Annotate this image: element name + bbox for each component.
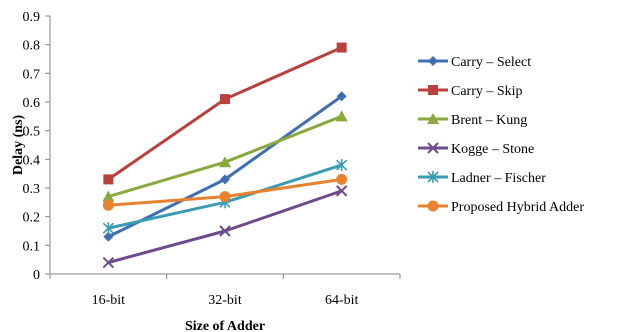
x-tick-label: 16-bit xyxy=(92,293,126,308)
data-point-marker xyxy=(102,222,114,235)
y-tick-label: 0.6 xyxy=(23,96,41,111)
data-point-marker xyxy=(102,199,114,211)
legend-swatch-marker xyxy=(428,85,438,95)
series-3 xyxy=(102,185,348,269)
data-point-marker xyxy=(102,256,115,269)
data-point-marker xyxy=(103,174,114,185)
series-2 xyxy=(102,110,348,202)
legend-item: Carry – Select xyxy=(418,55,531,70)
legend-swatch-marker xyxy=(428,56,438,66)
data-point-marker xyxy=(102,190,115,202)
series-4 xyxy=(102,159,348,235)
legend-item: Carry – Skip xyxy=(418,84,523,99)
legend: Carry – Select Carry – Skip Brent – Kung Ko… xyxy=(418,55,584,215)
legend-label: Kogge – Stone xyxy=(451,142,534,157)
legend-label: Brent – Kung xyxy=(451,113,527,128)
y-tick-label: 0.3 xyxy=(23,182,41,197)
y-tick-label: 0.4 xyxy=(23,153,41,168)
y-tick-label: 0.1 xyxy=(23,239,41,254)
x-axis-ticks: 16-bit 32-bit 64-bit xyxy=(49,274,401,308)
legend-label: Carry – Skip xyxy=(451,84,523,99)
legend-item: Kogge – Stone xyxy=(418,142,534,157)
legend-label: Carry – Select xyxy=(451,55,531,70)
data-point-marker xyxy=(335,185,348,197)
data-point-marker xyxy=(103,231,114,242)
x-axis-title: Size of Adder xyxy=(185,319,265,332)
data-point-marker xyxy=(220,174,230,185)
legend-item: Ladner – Fischer xyxy=(418,171,546,186)
legend-swatch-marker xyxy=(427,200,439,212)
axes xyxy=(49,16,400,275)
y-tick-label: 0 xyxy=(33,268,40,283)
legend-item: Proposed Hybrid Adder xyxy=(418,200,584,215)
series-layer xyxy=(102,42,348,269)
data-point-marker xyxy=(219,225,231,237)
legend-swatch-marker xyxy=(427,142,439,154)
y-tick-label: 0.2 xyxy=(23,211,41,226)
data-point-marker xyxy=(220,94,230,105)
y-tick-label: 0.8 xyxy=(23,39,41,54)
data-point-marker xyxy=(336,159,348,172)
x-tick-label: 32-bit xyxy=(208,293,242,308)
legend-item: Brent – Kung xyxy=(418,113,527,128)
x-tick-label: 64-bit xyxy=(325,293,359,308)
y-tick-label: 0.5 xyxy=(23,125,41,140)
series-0 xyxy=(103,91,347,242)
series-1 xyxy=(103,42,347,185)
y-tick-label: 0.7 xyxy=(23,67,41,82)
y-tick-label: 0.9 xyxy=(23,10,41,25)
data-point-marker xyxy=(336,91,347,102)
legend-swatch-marker xyxy=(427,113,439,124)
data-point-marker xyxy=(335,110,348,122)
legend-swatch-marker xyxy=(427,171,439,183)
legend-label: Proposed Hybrid Adder xyxy=(451,200,584,215)
y-axis-title: Delay (ns) xyxy=(11,115,26,176)
data-point-marker xyxy=(336,173,348,185)
y-axis-ticks: 0 0.1 0.2 0.3 0.4 0.5 0.6 0.7 0.8 0.9 xyxy=(23,10,50,283)
data-point-marker xyxy=(336,42,347,53)
data-point-marker xyxy=(219,156,231,168)
legend-label: Ladner – Fischer xyxy=(451,171,546,186)
series-5 xyxy=(102,173,348,211)
data-point-marker xyxy=(219,191,231,203)
